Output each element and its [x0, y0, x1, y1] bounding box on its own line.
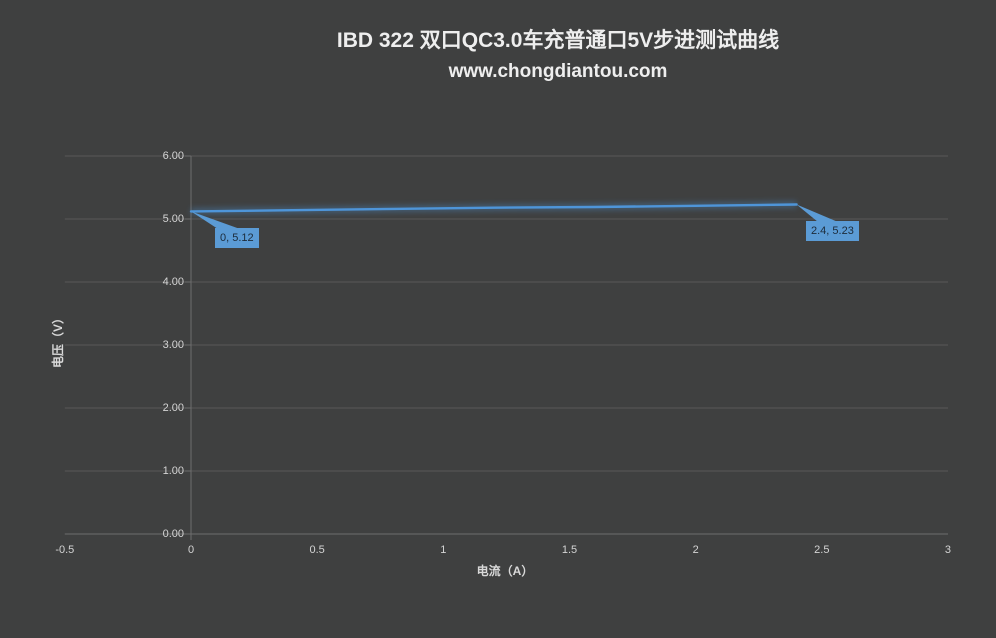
- x-tick-label: 3: [944, 544, 952, 556]
- data-label-leader: [796, 204, 838, 222]
- x-tick-label: 0.5: [309, 544, 325, 556]
- series-line: [189, 203, 798, 213]
- chart-title-line1: IBD 322 双口QC3.0车充普通口5V步进测试曲线: [336, 29, 780, 52]
- data-label-first-point: 0, 5.12: [215, 228, 259, 248]
- y-tick-label: 6.00: [162, 150, 184, 162]
- chart-title-line2: www.chongdiantou.com: [448, 61, 668, 82]
- y-tick-label: 0.00: [162, 528, 184, 540]
- y-tick-label: 3.00: [162, 339, 184, 351]
- x-tick-label: 0: [187, 544, 195, 556]
- x-axis-title: 电流（A）: [476, 564, 534, 578]
- y-tick-label: 5.00: [162, 213, 184, 225]
- chart-title: IBD 322 双口QC3.0车充普通口5V步进测试曲线 www.chongdi…: [120, 27, 996, 84]
- x-tick-label: 1.5: [561, 544, 578, 556]
- data-label-last-point: 2.4, 5.23: [806, 221, 859, 241]
- data-label-leader: [191, 211, 240, 229]
- x-tick-label: 2.5: [814, 544, 830, 556]
- y-axis-title: 电压（V）: [51, 312, 65, 369]
- y-tick-label: 1.00: [162, 465, 184, 477]
- x-tick-label: 2: [692, 544, 699, 556]
- x-tick-label: 1: [440, 544, 447, 556]
- y-tick-label: 2.00: [162, 402, 184, 414]
- x-tick-label: -0.5: [55, 544, 75, 556]
- y-tick-label: 4.00: [162, 276, 184, 288]
